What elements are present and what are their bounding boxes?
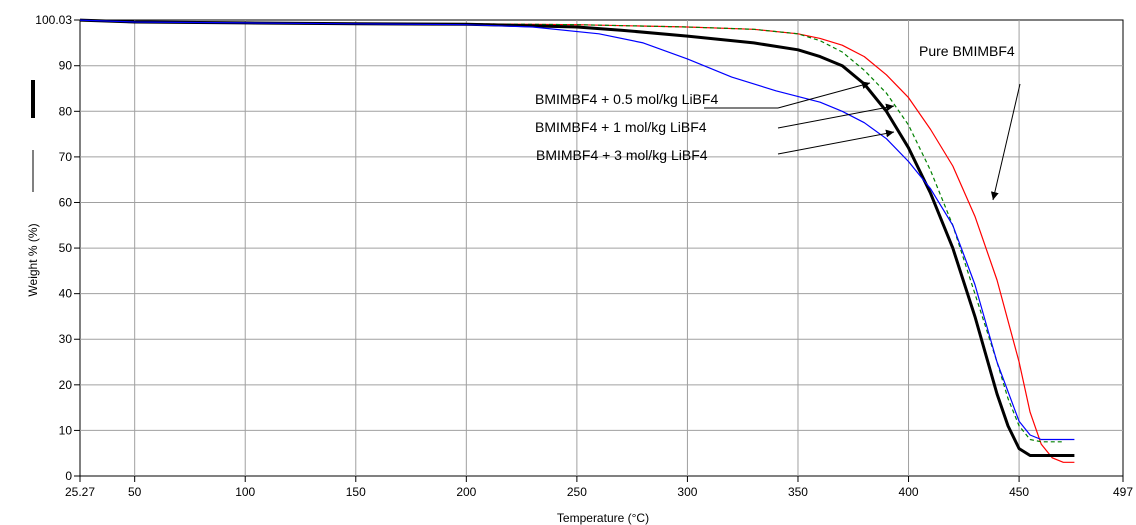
y-tick-label: 0 — [65, 469, 72, 483]
y-axis-ticks: 0 10 20 30 40 50 60 70 80 90 100.03 — [35, 13, 80, 483]
y-tick-label: 40 — [59, 287, 73, 301]
annotation-0-5: BMIMBF4 + 0.5 mol/kg LiBF4 — [535, 91, 718, 107]
x-tick-label: 450 — [1009, 485, 1029, 499]
x-tick-label: 350 — [788, 485, 808, 499]
x-tick-label: 250 — [567, 485, 587, 499]
annotation-pure-arrow — [990, 83, 1021, 201]
annotation-0-5-arrow — [777, 81, 871, 109]
x-tick-label: 100 — [235, 485, 255, 499]
y-axis-label-group: Weight % (%) — [26, 80, 40, 297]
grid — [80, 20, 1123, 476]
annotation-3-arrow — [777, 129, 895, 155]
y-tick-label: 90 — [59, 59, 73, 73]
x-tick-label: 50 — [128, 485, 142, 499]
x-tick-label: 25.27 — [65, 485, 95, 499]
annotation-1-arrow — [777, 103, 895, 129]
y-tick-label: 60 — [59, 195, 73, 209]
y-tick-label: 30 — [59, 332, 73, 346]
y-tick-label: 80 — [59, 104, 73, 118]
x-tick-label: 150 — [346, 485, 366, 499]
x-tick-label: 300 — [677, 485, 697, 499]
x-axis-ticks: 25.27 50 100 150 200 250 300 350 400 450 497 — [65, 476, 1133, 499]
x-tick-label: 200 — [456, 485, 476, 499]
annotation-pure: Pure BMIMBF4 — [919, 43, 1015, 59]
annotation-1: BMIMBF4 + 1 mol/kg LiBF4 — [535, 119, 707, 135]
y-tick-label: 10 — [59, 423, 73, 437]
y-tick-label: 20 — [59, 378, 73, 392]
y-tick-label: 50 — [59, 241, 73, 255]
y-axis-label: Weight % (%) — [26, 223, 40, 296]
y-tick-label: 70 — [59, 150, 73, 164]
x-tick-label: 400 — [899, 485, 919, 499]
series-line-3 — [79, 19, 1075, 441]
x-axis-label: Temperature (°C) — [557, 511, 649, 525]
annotation-3: BMIMBF4 + 3 mol/kg LiBF4 — [536, 147, 708, 163]
annotations: Pure BMIMBF4 BMIMBF4 + 0.5 mol/kg LiBF4 … — [535, 43, 1021, 201]
y-tick-label: 100.03 — [35, 13, 72, 27]
x-tick-label: 497 — [1113, 485, 1133, 499]
